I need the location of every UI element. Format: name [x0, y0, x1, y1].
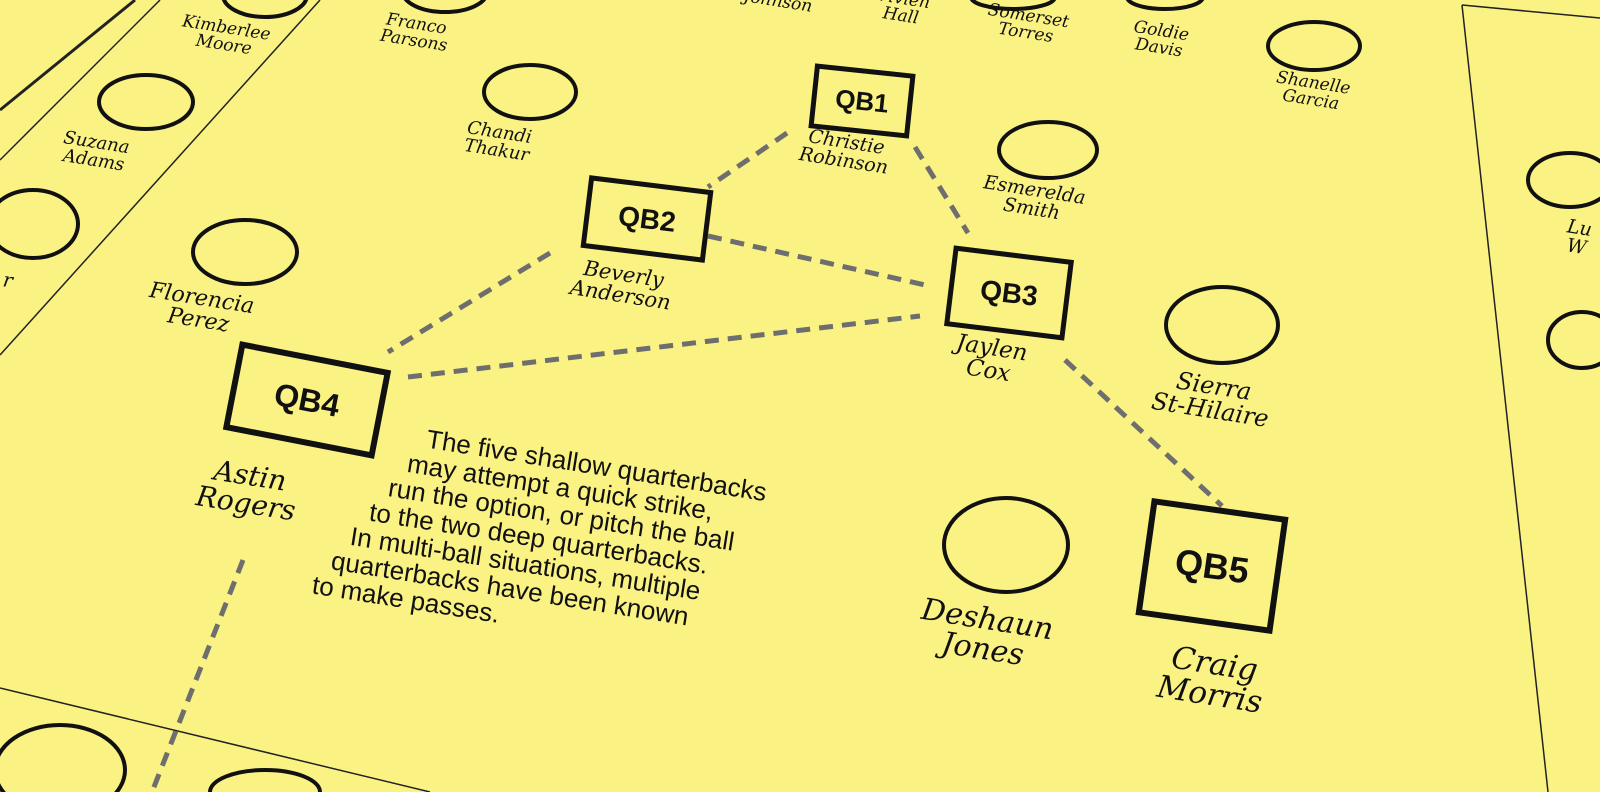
qb-box-3: QB3: [944, 245, 1074, 341]
qb-box-5: QB5: [1135, 497, 1289, 635]
player-circle: [403, 0, 487, 14]
player-circle: [0, 188, 80, 260]
player-circle: [969, 0, 1057, 11]
player-circle: [1546, 310, 1600, 370]
field-line-bottom: [0, 687, 431, 792]
qb-code: QB5: [1172, 541, 1251, 592]
field-line-top-right: [1461, 4, 1600, 19]
player-circle: [191, 218, 299, 286]
qb-box-1: QB1: [808, 63, 916, 139]
qb-code: QB3: [979, 274, 1040, 312]
field-line-left-sub: [0, 0, 161, 161]
qb-code: QB1: [834, 83, 890, 118]
player-circle: [1125, 0, 1205, 11]
player-circle: [1266, 20, 1362, 72]
connection-qb4-qb3: [407, 313, 921, 380]
player-circle: [482, 63, 578, 121]
connection-qb2-qb4: [386, 250, 552, 355]
player-circle: [208, 768, 322, 792]
player-circle: [1164, 285, 1280, 365]
connection-qb1-qb3: [912, 145, 971, 235]
qb-box-2: QB2: [580, 175, 714, 263]
player-circle: [221, 0, 309, 19]
connection-qb2-qb3: [707, 233, 926, 288]
field-line-right: [1461, 4, 1549, 792]
qb-connections: [149, 130, 1224, 792]
player-name-label: Goldie Davis: [1130, 17, 1190, 62]
qb-code: QB2: [617, 200, 678, 238]
qb-name-label: Craig Morris: [1155, 640, 1269, 721]
field-line-inner-left: [0, 0, 321, 356]
field-line-outer-left: [0, 0, 136, 112]
player-circle: [942, 496, 1070, 594]
player-circle: [997, 120, 1099, 180]
connection-qb1-qb2: [706, 130, 789, 190]
player-circle: [1526, 151, 1600, 209]
connection-qb4-deep: [149, 559, 246, 792]
player-circle: [97, 73, 195, 131]
name-line: W: [1565, 234, 1588, 260]
player-circle: [0, 723, 127, 792]
connection-qb3-qb5: [1063, 358, 1224, 508]
